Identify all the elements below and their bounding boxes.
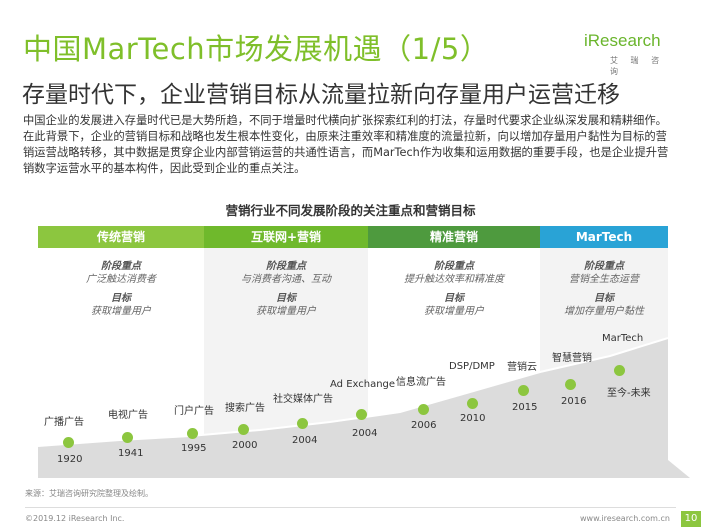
milestone-label: Ad Exchange: [330, 379, 396, 390]
page-title: 中国MarTech市场发展机遇（1/5）: [23, 32, 490, 66]
milestone-year: 2016: [561, 396, 587, 407]
focus-label: 阶段重点: [434, 261, 474, 272]
focus-text: 广泛触达消费者: [86, 274, 156, 285]
goal-text: 获取增量用户: [424, 306, 484, 317]
goal-label: 目标: [111, 293, 131, 304]
milestone-label: 营销云: [507, 362, 537, 373]
iresearch-logo: iResearch 艾 瑞 咨 询: [578, 31, 668, 76]
milestone-dot: [565, 379, 576, 390]
milestone-label: 社交媒体广告: [273, 394, 333, 405]
timeline-arrowhead: [668, 460, 690, 478]
milestone-label: 智慧营销: [552, 353, 592, 364]
milestone-year: 1941: [118, 448, 144, 459]
goal-label: 目标: [276, 293, 296, 304]
stage-focus-internet: 阶段重点 与消费者沟通、互动 目标 获取增量用户: [204, 260, 368, 318]
focus-text: 与消费者沟通、互动: [241, 274, 331, 285]
stage-focus-martech: 阶段重点 营销全生态运营 目标 增加存量用户黏性: [540, 260, 668, 318]
milestone-dot: [122, 432, 133, 443]
page-subtitle: 存量时代下，企业营销目标从流量拉新向存量用户运营迁移: [22, 82, 620, 108]
milestone-dot: [518, 385, 529, 396]
milestone-year: 2010: [460, 413, 486, 424]
goal-text: 获取增量用户: [256, 306, 316, 317]
milestone-label: MarTech: [602, 333, 644, 344]
stage-header-martech: MarTech: [540, 226, 668, 248]
source-note: 来源：艾瑞咨询研究院整理及绘制。: [25, 489, 153, 498]
milestone-label: 门户广告: [174, 406, 214, 417]
focus-text: 营销全生态运营: [569, 274, 639, 285]
goal-label: 目标: [594, 293, 614, 304]
page-number: 10: [681, 511, 701, 527]
milestone-year: 2015: [512, 402, 538, 413]
milestone-year: 2006: [411, 420, 437, 431]
milestone-dot: [63, 437, 74, 448]
stage-header-internet: 互联网+营销: [204, 226, 368, 248]
copyright: ©2019.12 iResearch Inc.: [25, 514, 125, 523]
milestone-label: 搜索广告: [225, 403, 265, 414]
milestone-dot: [356, 409, 367, 420]
milestone-label: DSP/DMP: [449, 361, 495, 372]
goal-text: 增加存量用户黏性: [564, 306, 644, 317]
stage-header-precision: 精准营销: [368, 226, 540, 248]
logo-text: iResearch: [584, 31, 661, 50]
milestone-year: 1995: [181, 443, 207, 454]
stage-header-traditional: 传统营销: [38, 226, 204, 248]
milestone-year: 1920: [57, 454, 83, 465]
footer-divider: [25, 507, 676, 508]
timeline-area: [38, 338, 668, 478]
milestone-dot: [467, 398, 478, 409]
goal-label: 目标: [444, 293, 464, 304]
focus-text: 提升触达效率和精准度: [404, 274, 504, 285]
intro-paragraph: 中国企业的发展进入存量时代已是大势所趋，不同于增量时代横向扩张探索红利的打法，存…: [23, 114, 669, 175]
goal-text: 获取增量用户: [91, 306, 151, 317]
milestone-year: 2004: [352, 428, 378, 439]
stage-focus-traditional: 阶段重点 广泛触达消费者 目标 获取增量用户: [38, 260, 204, 318]
focus-label: 阶段重点: [266, 261, 306, 272]
site-url: www.iresearch.com.cn: [580, 514, 670, 523]
milestone-label: 信息流广告: [396, 377, 446, 388]
focus-label: 阶段重点: [101, 261, 141, 272]
milestone-year: 2000: [232, 440, 258, 451]
milestone-year: 2004: [292, 435, 318, 446]
diagram-title: 营销行业不同发展阶段的关注重点和营销目标: [225, 203, 476, 218]
focus-label: 阶段重点: [584, 261, 624, 272]
milestone-dot: [187, 428, 198, 439]
stage-focus-precision: 阶段重点 提升触达效率和精准度 目标 获取增量用户: [368, 260, 540, 318]
milestone-dot: [614, 365, 625, 376]
milestone-label: 电视广告: [108, 410, 148, 421]
milestone-label: 广播广告: [44, 417, 84, 428]
milestone-dot: [297, 418, 308, 429]
logo-chinese: 艾 瑞 咨 询: [610, 56, 665, 76]
milestone-year: 至今-未来: [607, 388, 651, 399]
milestone-dot: [238, 424, 249, 435]
milestone-dot: [418, 404, 429, 415]
